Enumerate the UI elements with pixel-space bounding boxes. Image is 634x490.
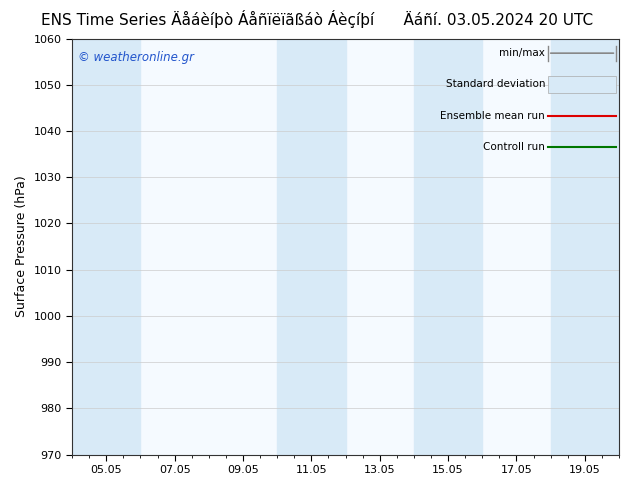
Text: Ensemble mean run: Ensemble mean run — [441, 111, 545, 121]
Bar — [277, 39, 346, 455]
Text: © weatheronline.gr: © weatheronline.gr — [77, 51, 193, 64]
Bar — [414, 39, 482, 455]
Y-axis label: Surface Pressure (hPa): Surface Pressure (hPa) — [15, 176, 28, 318]
Text: Standard deviation: Standard deviation — [446, 79, 545, 89]
Text: ENS Time Series Äåáèíþò Áåñïëïãßáò Áèçíþí      Äáñí. 03.05.2024 20 UTC: ENS Time Series Äåáèíþò Áåñïëïãßáò Áèçíþ… — [41, 10, 593, 28]
Text: min/max: min/max — [500, 48, 545, 58]
Text: Controll run: Controll run — [483, 142, 545, 152]
FancyBboxPatch shape — [548, 76, 616, 93]
Bar — [72, 39, 141, 455]
Bar — [551, 39, 619, 455]
